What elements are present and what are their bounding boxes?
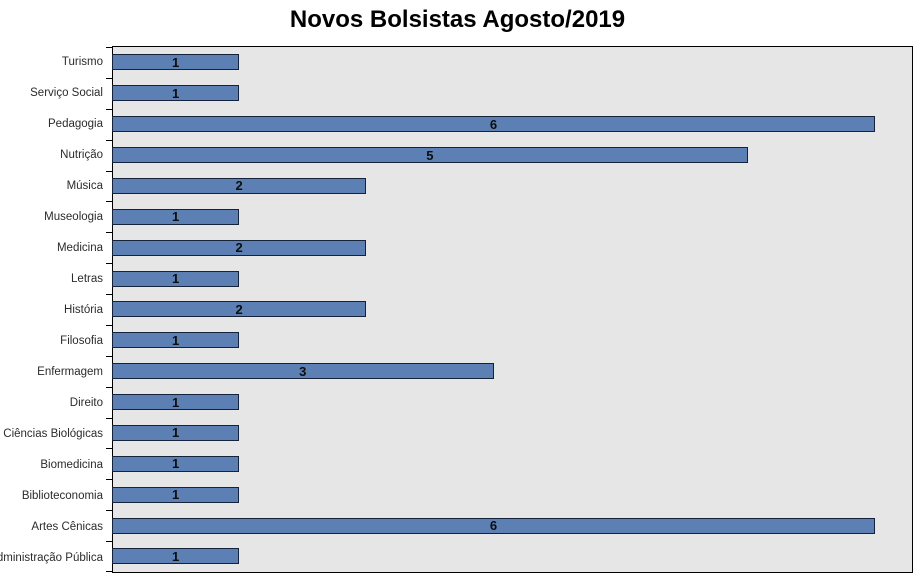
bar-row: 5 xyxy=(112,140,912,171)
bar-row: 1 xyxy=(112,325,912,356)
category-label-historia: História xyxy=(64,303,103,316)
bar-museologia: 1 xyxy=(112,208,240,225)
category-label-pedagogia: Pedagogia xyxy=(48,117,103,130)
bar-row: 1 xyxy=(112,387,912,418)
bar-enfermagem: 3 xyxy=(112,363,494,380)
bar-row: 2 xyxy=(112,232,912,263)
bar-turismo: 1 xyxy=(112,54,240,71)
bar-administracao-publica: 1 xyxy=(112,548,240,565)
bar-filosofia: 1 xyxy=(112,332,240,349)
bar-row: 6 xyxy=(112,510,912,541)
category-axis-labels: Turismo Serviço Social Pedagogia Nutrição Mú… xyxy=(0,46,105,573)
category-label-turismo: Turismo xyxy=(61,55,103,68)
bar-value-label: 1 xyxy=(171,332,180,348)
bar-historia: 2 xyxy=(112,301,367,318)
category-label-museologia: Museologia xyxy=(44,210,103,223)
y-axis-tick xyxy=(106,47,112,48)
bar-value-label: 1 xyxy=(171,85,180,101)
bar-row: 2 xyxy=(112,171,912,202)
category-label-ciencias-biologicas: Ciências Biológicas xyxy=(3,427,103,440)
bar-row: 1 xyxy=(112,47,912,78)
bar-artes-cenicas: 6 xyxy=(112,517,875,534)
bar-row: 1 xyxy=(112,201,912,232)
chart-title: Novos Bolsistas Agosto/2019 xyxy=(289,6,626,33)
bar-value-label: 1 xyxy=(171,271,180,287)
bar-value-label: 1 xyxy=(171,54,180,70)
bar-pedagogia: 6 xyxy=(112,116,875,133)
bar-biblioteconomia: 1 xyxy=(112,486,240,503)
bar-row: 3 xyxy=(112,356,912,387)
bar-value-label: 1 xyxy=(171,425,180,441)
y-axis-tick xyxy=(106,510,112,512)
bar-musica: 2 xyxy=(112,177,367,194)
y-axis-tick xyxy=(106,571,112,572)
bar-letras: 1 xyxy=(112,270,240,287)
bar-row: 6 xyxy=(112,109,912,140)
y-axis-tick xyxy=(106,263,112,265)
bar-nutricao: 5 xyxy=(112,147,748,164)
y-axis-tick xyxy=(106,201,112,203)
bar-row: 1 xyxy=(112,418,912,449)
category-label-biomedicina: Biomedicina xyxy=(40,458,103,471)
category-label-letras: Letras xyxy=(71,272,103,285)
bar-row: 1 xyxy=(112,479,912,510)
bar-value-label: 5 xyxy=(426,147,434,163)
category-label-biblioteconomia: Biblioteconomia xyxy=(21,489,103,502)
y-axis-tick xyxy=(106,294,112,296)
y-axis-tick xyxy=(106,417,112,419)
bar-value-label: 3 xyxy=(299,363,307,379)
bar-medicina: 2 xyxy=(112,239,367,256)
bar-value-label: 6 xyxy=(489,518,498,534)
bar-row: 2 xyxy=(112,294,912,325)
bar-row: 1 xyxy=(112,78,912,109)
bar-value-label: 2 xyxy=(235,240,243,256)
category-label-filosofia: Filosofia xyxy=(60,334,103,347)
bar-value-label: 1 xyxy=(171,487,180,503)
y-axis-tick xyxy=(106,108,112,110)
bar-value-label: 1 xyxy=(171,548,180,564)
y-axis-tick xyxy=(106,479,112,481)
category-label-musica: Música xyxy=(66,179,103,192)
category-label-artes-cenicas: Artes Cênicas xyxy=(31,520,103,533)
category-label-medicina: Medicina xyxy=(56,241,103,254)
y-axis-tick xyxy=(106,386,112,388)
y-axis-tick xyxy=(106,232,112,234)
bar-direito: 1 xyxy=(112,394,240,411)
bar-row: 1 xyxy=(112,263,912,294)
bar-value-label: 6 xyxy=(489,116,498,132)
y-axis-tick xyxy=(106,170,112,172)
y-axis-tick xyxy=(106,448,112,450)
category-label-nutricao: Nutrição xyxy=(60,148,103,161)
bar-servico-social: 1 xyxy=(112,85,240,102)
bar-value-label: 1 xyxy=(171,209,180,225)
bar-row: 1 xyxy=(112,448,912,479)
y-axis-tick xyxy=(106,355,112,357)
bar-biomedicina: 1 xyxy=(112,455,240,472)
bar-row: 1 xyxy=(112,541,912,572)
bar-value-label: 2 xyxy=(235,178,243,194)
bar-value-label: 2 xyxy=(235,301,243,317)
y-axis-tick xyxy=(106,541,112,543)
bar-value-label: 1 xyxy=(171,394,180,410)
category-label-servico-social: Serviço Social xyxy=(30,86,103,99)
category-label-direito: Direito xyxy=(69,396,103,409)
category-label-administracao-publica: Administração Pública xyxy=(0,551,103,564)
y-axis-tick xyxy=(106,324,112,326)
bar-ciencias-biologicas: 1 xyxy=(112,424,240,441)
y-axis-tick xyxy=(106,139,112,141)
category-label-enfermagem: Enfermagem xyxy=(37,365,103,378)
y-axis-tick xyxy=(106,77,112,79)
bar-value-label: 1 xyxy=(171,456,180,472)
